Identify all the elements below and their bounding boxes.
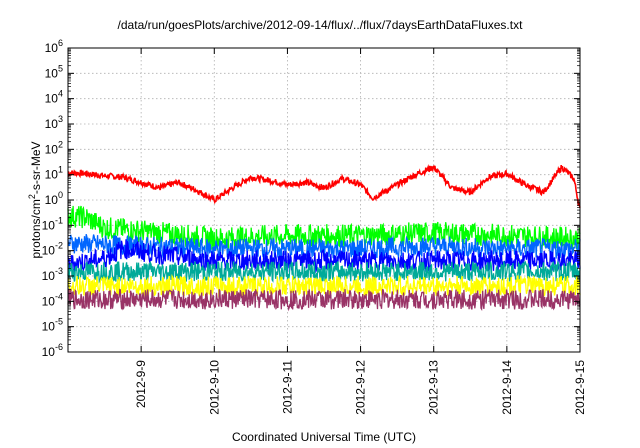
y-tick-label: 10-5 (42, 317, 63, 334)
series-line (67, 260, 581, 284)
y-tick-label: 101 (45, 165, 63, 182)
y-tick-label: 104 (45, 89, 63, 106)
y-tick-label: 106 (45, 38, 63, 55)
series-line (67, 205, 581, 251)
chart-title: /data/run/goesPlots/archive/2012-09-14/f… (117, 18, 523, 32)
y-tick-label: 10-2 (42, 241, 63, 258)
series-line (67, 288, 581, 312)
y-tick-label: 103 (45, 114, 63, 131)
y-tick-label: 10-6 (42, 342, 63, 359)
y-axis-label: protons/cm2-s-sr-MeV (27, 141, 43, 258)
series-line (67, 273, 581, 298)
axis-layer: 10-6 10-5 10-4 10-3 10-2 10-1 100 101 102 103 104 1… (42, 38, 587, 415)
x-tick-label: 2012-9-13 (427, 360, 441, 415)
x-axis-label: Coordinated Universal Time (UTC) (231, 430, 417, 444)
x-tick-label: 2012-9-11 (280, 360, 294, 414)
y-tick-label: 100 (45, 190, 63, 207)
y-tick-label: 10-4 (42, 291, 63, 308)
y-tick-label: 10-1 (42, 215, 63, 232)
y-tick-label: 10-3 (42, 266, 63, 283)
x-tick-label: 2012-9-12 (354, 360, 368, 415)
x-tick-label: 2012-9-15 (573, 360, 587, 415)
series-line (67, 163, 581, 208)
y-tick-label: 102 (45, 139, 63, 156)
y-tick-label: 105 (45, 63, 63, 80)
series-line (67, 239, 581, 274)
x-tick-label: 2012-9-10 (207, 360, 221, 415)
x-tick-label: 2012-9-9 (134, 360, 148, 408)
series-layer (67, 163, 581, 312)
x-tick-label: 2012-9-14 (500, 360, 514, 415)
